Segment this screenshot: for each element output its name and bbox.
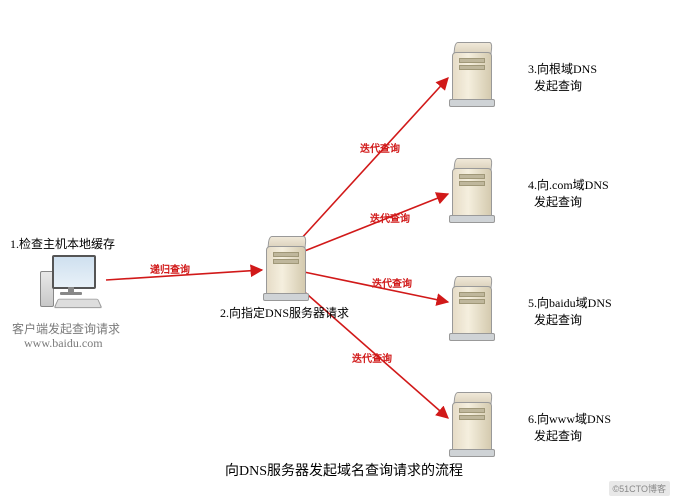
edge-label-0: 递归查询 — [150, 261, 190, 276]
edge-label-2: 迭代查询 — [370, 210, 410, 225]
edge-label-1: 迭代查询 — [360, 140, 400, 155]
watermark: ©51CTO博客 — [609, 481, 670, 496]
client-domain: www.baidu.com — [24, 336, 103, 351]
www-step-label: 6.向www域DNS 发起查询 — [528, 410, 611, 444]
root-server — [452, 42, 492, 104]
root-step-label: 3.向根域DNS 发起查询 — [528, 60, 597, 94]
com-step-label: 4.向.com域DNS 发起查询 — [528, 176, 609, 210]
dns-step-label: 2.向指定DNS服务器请求 — [220, 304, 349, 321]
diagram-title: 向DNS服务器发起域名查询请求的流程 — [225, 460, 463, 480]
client-step-label: 1.检查主机本地缓存 — [10, 235, 115, 252]
www-server — [452, 392, 492, 454]
baidu-step-label: 5.向baidu域DNS 发起查询 — [528, 294, 612, 328]
client-computer — [40, 255, 104, 311]
dns-server — [266, 236, 306, 298]
client-base — [60, 292, 82, 295]
edge-label-4: 迭代查询 — [352, 350, 392, 365]
edge-label-3: 迭代查询 — [372, 275, 412, 290]
client-keyboard — [54, 299, 103, 308]
diagram-canvas: { "meta": { "width": 674, "height": 500,… — [0, 0, 674, 500]
client-monitor — [52, 255, 96, 289]
client-caption: 客户端发起查询请求 — [12, 320, 120, 337]
com-server — [452, 158, 492, 220]
baidu-server — [452, 276, 492, 338]
